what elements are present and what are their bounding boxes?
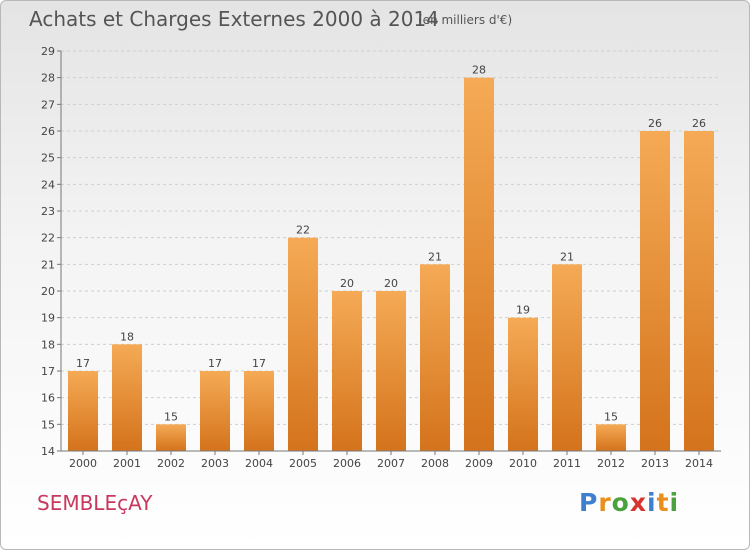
y-tick-label: 20 xyxy=(41,285,55,298)
bar-2009 xyxy=(464,77,494,452)
y-tick-label: 25 xyxy=(41,152,55,165)
y-tick-label: 17 xyxy=(41,365,55,378)
bar-2004 xyxy=(244,371,274,451)
bar-2001 xyxy=(112,344,142,451)
y-tick-label: 18 xyxy=(41,338,55,351)
logo-letter: P xyxy=(579,488,599,517)
chart-subtitle: (en milliers d'€) xyxy=(418,13,513,27)
place-name: SEMBLEçAY xyxy=(37,491,153,515)
y-tick-label: 22 xyxy=(41,232,55,245)
y-tick-label: 14 xyxy=(41,445,55,458)
x-tick-label-2007: 2007 xyxy=(377,457,405,470)
logo-letter: i xyxy=(647,488,657,517)
logo-letter: t xyxy=(656,488,670,517)
value-labels: 17 18 15 17 17 22 20 20 21 28 19 21 15 26 26 xyxy=(76,64,706,424)
value-label-2003: 17 xyxy=(208,357,222,370)
y-tick-label: 15 xyxy=(41,418,55,431)
bars xyxy=(68,77,714,452)
x-tick-label-2004: 2004 xyxy=(245,457,273,470)
bar-2002 xyxy=(156,424,186,451)
bar-2007 xyxy=(376,291,406,451)
x-tick-label-2014: 2014 xyxy=(685,457,713,470)
bar-2008 xyxy=(420,264,450,451)
x-tick-label-2013: 2013 xyxy=(641,457,669,470)
value-label-2004: 17 xyxy=(252,357,266,370)
value-label-2000: 17 xyxy=(76,357,90,370)
value-label-2010: 19 xyxy=(516,304,530,317)
logo-letter: i xyxy=(669,488,680,517)
x-tick-label-2010: 2010 xyxy=(509,457,537,470)
value-label-2005: 22 xyxy=(296,224,310,237)
value-label-2009: 28 xyxy=(472,64,486,77)
value-label-2013: 26 xyxy=(648,117,662,130)
y-tick-label: 27 xyxy=(41,98,55,111)
value-label-2002: 15 xyxy=(164,410,178,423)
logo-letter: r xyxy=(598,488,612,517)
bar-2005 xyxy=(288,237,318,451)
x-tick-label-2009: 2009 xyxy=(465,457,493,470)
logo-letter: x xyxy=(629,488,647,517)
y-tick-label: 19 xyxy=(41,312,55,325)
y-tick-label: 28 xyxy=(41,72,55,85)
bar-2000 xyxy=(68,371,98,451)
bar-2011 xyxy=(552,264,582,451)
x-tick-label-2003: 2003 xyxy=(201,457,229,470)
x-tick-label-2006: 2006 xyxy=(333,457,361,470)
bar-2012 xyxy=(596,424,626,451)
value-label-2006: 20 xyxy=(340,277,354,290)
logo-letter: o xyxy=(611,488,630,517)
value-label-2014: 26 xyxy=(692,117,706,130)
value-label-2008: 21 xyxy=(428,250,442,263)
x-tick-label-2001: 2001 xyxy=(113,457,141,470)
x-tick-label-2011: 2011 xyxy=(553,457,581,470)
bar-2003 xyxy=(200,371,230,451)
y-tick-label: 21 xyxy=(41,258,55,271)
value-label-2001: 18 xyxy=(120,330,134,343)
x-tick-label-2012: 2012 xyxy=(597,457,625,470)
chart-title: Achats et Charges Externes 2000 à 2014 xyxy=(29,7,439,31)
value-label-2007: 20 xyxy=(384,277,398,290)
x-tick-label-2002: 2002 xyxy=(157,457,185,470)
bar-2014 xyxy=(684,131,714,451)
y-tick-label: 29 xyxy=(41,45,55,58)
axes: 14 15 16 17 18 19 20 21 22 23 24 25 26 27 28 29 2000 2001… xyxy=(41,45,721,470)
y-tick-label: 24 xyxy=(41,178,55,191)
x-tick-label-2000: 2000 xyxy=(69,457,97,470)
x-tick-label-2005: 2005 xyxy=(289,457,317,470)
value-label-2011: 21 xyxy=(560,250,574,263)
bar-2010 xyxy=(508,317,538,451)
y-tick-label: 16 xyxy=(41,392,55,405)
value-label-2012: 15 xyxy=(604,410,618,423)
proxiti-logo: Proxiti xyxy=(579,488,679,517)
bar-2006 xyxy=(332,291,362,451)
y-tick-label: 26 xyxy=(41,125,55,138)
y-tick-label: 23 xyxy=(41,205,55,218)
bar-2013 xyxy=(640,131,670,451)
x-tick-label-2008: 2008 xyxy=(421,457,449,470)
